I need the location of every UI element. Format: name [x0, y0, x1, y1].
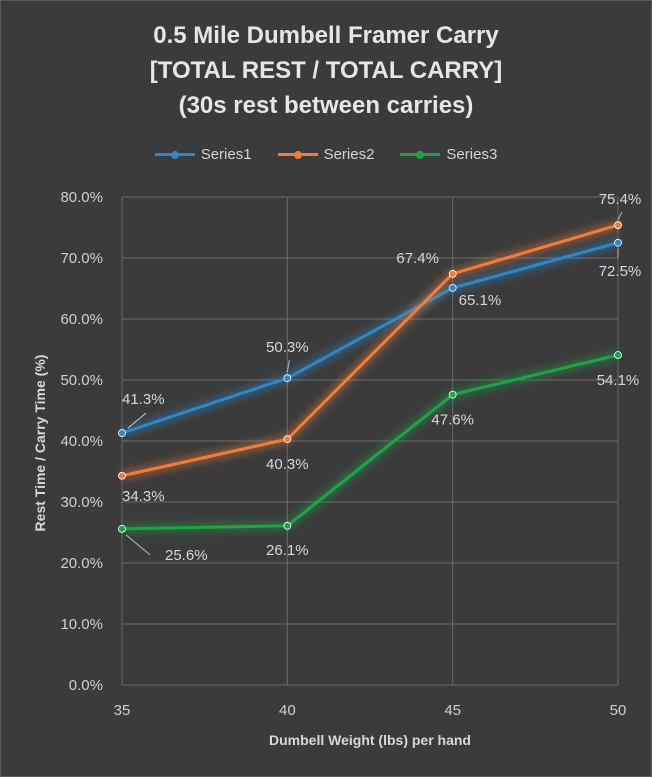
legend-label-series1: Series1	[200, 146, 252, 163]
series-line-2	[121, 223, 619, 478]
x-tick-label: 40	[279, 702, 296, 719]
data-point[interactable]	[283, 374, 292, 383]
y-axis-title: Rest Time / Carry Time (%)	[32, 355, 48, 532]
data-point[interactable]	[448, 283, 457, 292]
data-point[interactable]	[118, 471, 126, 480]
y-tick-label: 30.0%	[60, 494, 103, 511]
data-labels-layer: 41.3% 50.3% 65.1% 72.5% 34.3% 40.3% 67.4% 75.4%…	[122, 191, 641, 564]
data-point[interactable]	[614, 238, 622, 247]
legend-item-series3: Series3	[400, 146, 497, 163]
title-line-2: [TOTAL REST / TOTAL CARRY]	[149, 57, 503, 84]
series-glow-3	[121, 350, 620, 534]
data-label: 75.4%	[599, 191, 642, 208]
data-label: 25.6%	[165, 547, 208, 564]
data-point[interactable]	[448, 390, 457, 399]
series-layer	[118, 220, 622, 534]
data-label: 65.1%	[459, 292, 502, 309]
legend-item-series1: Series1	[154, 146, 252, 163]
title-line-3: (30s rest between carries)	[178, 92, 474, 119]
y-tick-label: 40.0%	[60, 433, 103, 450]
leader-line	[617, 211, 623, 221]
legend-label-series3: Series3	[446, 146, 498, 163]
data-point[interactable]	[448, 269, 457, 278]
data-label: 41.3%	[122, 391, 165, 408]
legend-item-series2: Series2	[277, 146, 375, 163]
data-point[interactable]	[283, 435, 292, 444]
data-point[interactable]	[118, 429, 126, 437]
data-point[interactable]	[614, 351, 622, 359]
x-axis-title: Dumbell Weight (lbs) per hand	[269, 732, 471, 748]
legend-label-series2: Series2	[323, 146, 375, 163]
y-tick-label: 50.0%	[60, 372, 103, 389]
data-label: 34.3%	[122, 488, 165, 505]
y-tick-label: 10.0%	[60, 616, 103, 633]
series-line-1	[121, 241, 619, 435]
legend-swatch-series1	[154, 150, 195, 159]
data-label: 54.1%	[597, 372, 640, 389]
x-axis-ticks: 35 40 45 50	[114, 702, 627, 719]
data-label: 50.3%	[266, 339, 309, 356]
leader-line	[125, 534, 151, 556]
y-tick-label: 70.0%	[60, 250, 103, 267]
x-tick-label: 45	[444, 702, 461, 719]
data-label: 72.5%	[599, 263, 642, 280]
title-line-1: 0.5 Mile Dumbell Framer Carry	[153, 22, 499, 49]
data-label: 67.4%	[396, 250, 439, 267]
data-point[interactable]	[118, 524, 126, 533]
y-tick-label: 20.0%	[60, 555, 103, 572]
data-point[interactable]	[283, 521, 292, 530]
series-line-3	[121, 353, 619, 531]
y-tick-label: 0.0%	[69, 677, 103, 694]
data-label: 40.3%	[266, 456, 309, 473]
y-tick-label: 60.0%	[60, 311, 103, 328]
x-tick-label: 50	[610, 702, 627, 719]
legend-swatch-series3	[400, 150, 441, 159]
legend-swatch-series2	[277, 150, 318, 159]
leader-line	[127, 412, 147, 429]
data-label: 26.1%	[266, 542, 309, 559]
chart-title: 0.5 Mile Dumbell Framer Carry [TOTAL RES…	[0, 18, 652, 123]
series-glow-1	[120, 238, 620, 438]
data-label: 47.6%	[431, 412, 474, 429]
y-tick-label: 80.0%	[60, 189, 103, 206]
data-point[interactable]	[614, 221, 622, 229]
x-tick-label: 35	[114, 702, 131, 719]
y-axis-ticks: 0.0% 10.0% 20.0% 30.0% 40.0% 50.0% 60.0% 70.0% 8…	[60, 189, 103, 694]
gridlines	[121, 196, 619, 686]
leader-line	[286, 360, 290, 373]
legend: Series1 Series2 Series3	[0, 146, 652, 163]
